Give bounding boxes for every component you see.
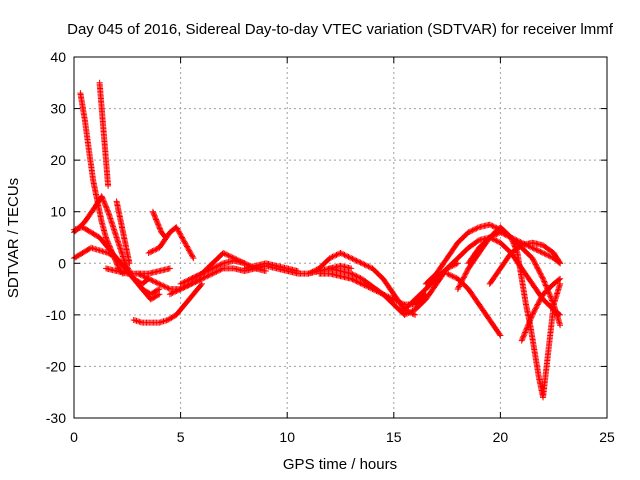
y-tick-label: 30: [50, 101, 66, 117]
y-axis-label: SDTVAR / TECUs: [5, 178, 22, 298]
y-tick-label: 0: [58, 255, 66, 271]
data-marker-path: [305, 250, 419, 318]
x-tick-label: 0: [70, 429, 78, 445]
y-tick-label: 10: [50, 204, 66, 220]
data-marker-path: [145, 224, 197, 262]
x-tick-label: 25: [599, 429, 615, 445]
x-tick-label: 10: [279, 429, 295, 445]
data-marker-path: [326, 265, 451, 318]
data-marker-path: [433, 234, 564, 318]
x-tick-label: 20: [493, 429, 509, 445]
series-track-16: [305, 250, 419, 318]
axis-ticks: 0 5 10 15 20 25 -30 -20 -10 0 10 20 30 40: [46, 49, 615, 445]
y-tick-label: -30: [46, 410, 66, 426]
data-marker-path: [113, 198, 133, 267]
data-points: [71, 79, 564, 401]
chart-title: Day 045 of 2016, Sidereal Day-to-day VTE…: [67, 21, 614, 38]
series-track-25: [486, 239, 564, 287]
data-marker-path: [149, 208, 169, 241]
y-tick-label: 40: [50, 49, 66, 65]
series-track-8: [149, 208, 169, 241]
series-track-10: [130, 280, 205, 326]
y-tick-label: -10: [46, 307, 66, 323]
series-track-6: [113, 198, 133, 267]
data-marker-path: [518, 275, 564, 344]
series-track-4: [77, 90, 126, 277]
series-track-26: [518, 275, 564, 344]
data-marker-path: [96, 79, 112, 189]
y-tick-label: 20: [50, 152, 66, 168]
series-track-9: [145, 224, 197, 262]
series-track-15: [241, 260, 301, 274]
data-marker-path: [130, 280, 205, 326]
data-marker-path: [486, 239, 564, 287]
x-axis-label: GPS time / hours: [283, 456, 397, 473]
x-tick-label: 15: [386, 429, 402, 445]
series-track-5: [96, 79, 112, 189]
data-marker-path: [77, 90, 126, 277]
series-track-18: [326, 265, 451, 318]
series-track-24: [444, 270, 504, 339]
x-tick-label: 5: [177, 429, 185, 445]
y-tick-label: -20: [46, 358, 66, 374]
data-marker-path: [177, 257, 248, 287]
series-track-21: [433, 234, 564, 318]
data-marker-path: [444, 270, 504, 339]
data-marker-path: [241, 260, 301, 274]
plot-border: [73, 56, 608, 419]
series-track-14: [177, 257, 248, 287]
